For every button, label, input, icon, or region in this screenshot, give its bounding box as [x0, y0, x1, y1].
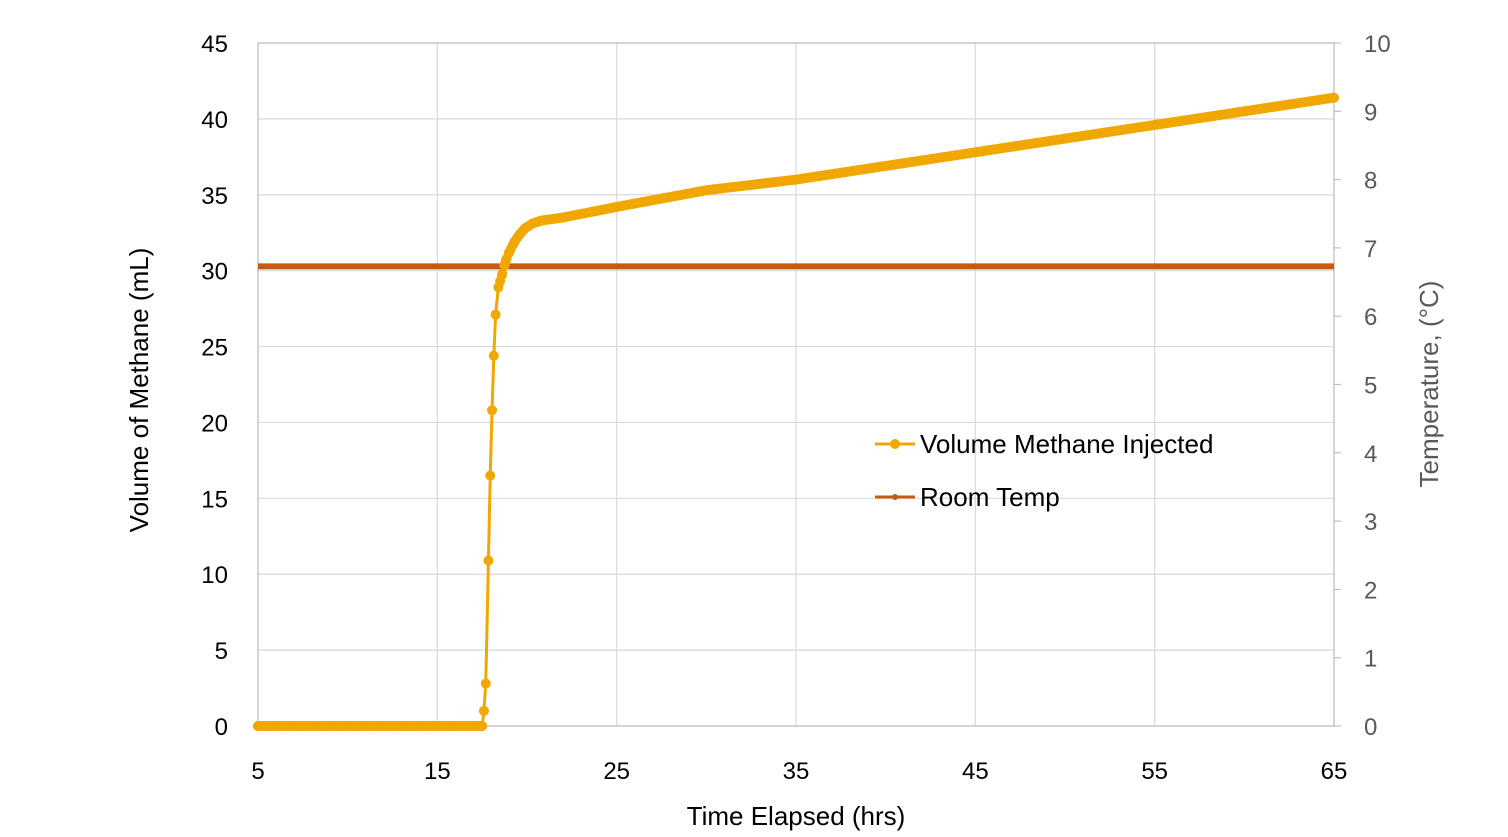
- series-point-volume: [557, 212, 568, 223]
- series-point-volume: [880, 160, 891, 171]
- series-point-volume: [1239, 106, 1250, 117]
- legend-marker-room-temp: [892, 494, 898, 500]
- legend-label-room-temp: Room Temp: [920, 482, 1060, 512]
- y2-tick-label: 9: [1364, 99, 1377, 126]
- series-point-volume: [500, 256, 511, 267]
- y2-tick-label: 5: [1364, 373, 1377, 400]
- legend-item-room-temp: Room Temp: [875, 482, 1060, 512]
- y2-tick-label: 1: [1364, 646, 1377, 673]
- x-tick-label: 45: [962, 758, 989, 785]
- legend: Volume Methane Injected Room Temp: [875, 429, 1213, 512]
- y-axis-title: Volume of Methane (mL): [124, 248, 154, 533]
- series-layer: [253, 92, 1339, 731]
- series-point-volume: [509, 236, 520, 247]
- plot-area: [257, 42, 1341, 727]
- y-tick-label: 35: [201, 183, 228, 210]
- y-axis-ticks: 0 5 10 15 20 25 30 35 40 45: [201, 31, 228, 741]
- series-point-volume: [468, 721, 479, 731]
- series-point-volume: [324, 721, 335, 731]
- legend-marker-volume: [890, 439, 900, 449]
- y-tick-label: 0: [215, 714, 228, 741]
- y-tick-label: 10: [201, 562, 228, 589]
- series-point-volume: [414, 721, 425, 731]
- y-tick-label: 5: [215, 638, 228, 665]
- y-tick-label: 15: [201, 486, 228, 513]
- y-tick-label: 45: [201, 31, 228, 58]
- x-tick-label: 35: [783, 758, 810, 785]
- y-tick-label: 40: [201, 107, 228, 134]
- series-point-volume: [478, 705, 489, 716]
- x-axis-ticks: 5 15 25 35 45 55 65: [251, 758, 1347, 785]
- series-point-volume: [306, 721, 317, 731]
- series-point-volume: [487, 405, 498, 416]
- series-point-volume: [378, 721, 389, 731]
- y2-axis-ticks: 0 1 2 3 4 5 6 7 8 9 10: [1364, 31, 1391, 741]
- series-point-volume: [483, 555, 494, 566]
- series-point-volume: [611, 201, 622, 212]
- series-point-volume: [253, 721, 263, 731]
- x-tick-label: 25: [603, 758, 630, 785]
- series-point-volume: [485, 470, 496, 481]
- series-point-volume: [270, 721, 281, 731]
- y2-axis-title: Temperature, (°C): [1414, 281, 1444, 488]
- series-point-volume: [477, 721, 488, 731]
- y-tick-label: 20: [201, 410, 228, 437]
- x-tick-label: 65: [1321, 758, 1348, 785]
- series-point-volume: [490, 309, 501, 320]
- series-point-volume: [450, 721, 461, 731]
- series-point-volume: [1329, 92, 1339, 103]
- series-point-volume: [1149, 119, 1160, 130]
- series-point-volume: [493, 282, 504, 293]
- y2-tick-label: 3: [1364, 509, 1377, 536]
- y2-tick-label: 8: [1364, 168, 1377, 195]
- series-point-volume: [342, 721, 353, 731]
- series-point-volume: [536, 215, 547, 226]
- x-tick-label: 5: [251, 758, 264, 785]
- gridlines: [257, 42, 1335, 727]
- series-point-volume: [488, 350, 499, 361]
- series-point-volume: [496, 270, 507, 281]
- series-point-volume: [1060, 133, 1070, 144]
- y2-tick-label: 7: [1364, 236, 1377, 263]
- series-point-volume: [970, 147, 981, 158]
- legend-item-volume: Volume Methane Injected: [875, 429, 1213, 459]
- series-point-volume: [288, 721, 299, 731]
- x-axis-title: Time Elapsed (hrs): [687, 801, 906, 831]
- series-point-volume: [396, 721, 407, 731]
- y2-tick-label: 4: [1364, 441, 1377, 468]
- series-point-volume: [432, 721, 443, 731]
- x-tick-label: 55: [1141, 758, 1168, 785]
- series-point-volume: [701, 185, 712, 196]
- y-tick-label: 30: [201, 259, 228, 286]
- y2-tick-label: 2: [1364, 577, 1377, 604]
- x-tick-label: 15: [424, 758, 451, 785]
- series-point-volume: [520, 223, 531, 234]
- y2-tick-label: 6: [1364, 304, 1377, 331]
- series-point-volume: [504, 247, 515, 258]
- series-point-volume: [791, 174, 801, 185]
- y2-tick-label: 10: [1364, 31, 1391, 58]
- series-point-volume: [360, 721, 371, 731]
- y2-tick-label: 0: [1364, 714, 1377, 741]
- series-point-volume: [527, 218, 538, 229]
- legend-label-volume: Volume Methane Injected: [920, 429, 1213, 459]
- series-point-volume: [480, 678, 491, 689]
- y-tick-label: 25: [201, 335, 228, 362]
